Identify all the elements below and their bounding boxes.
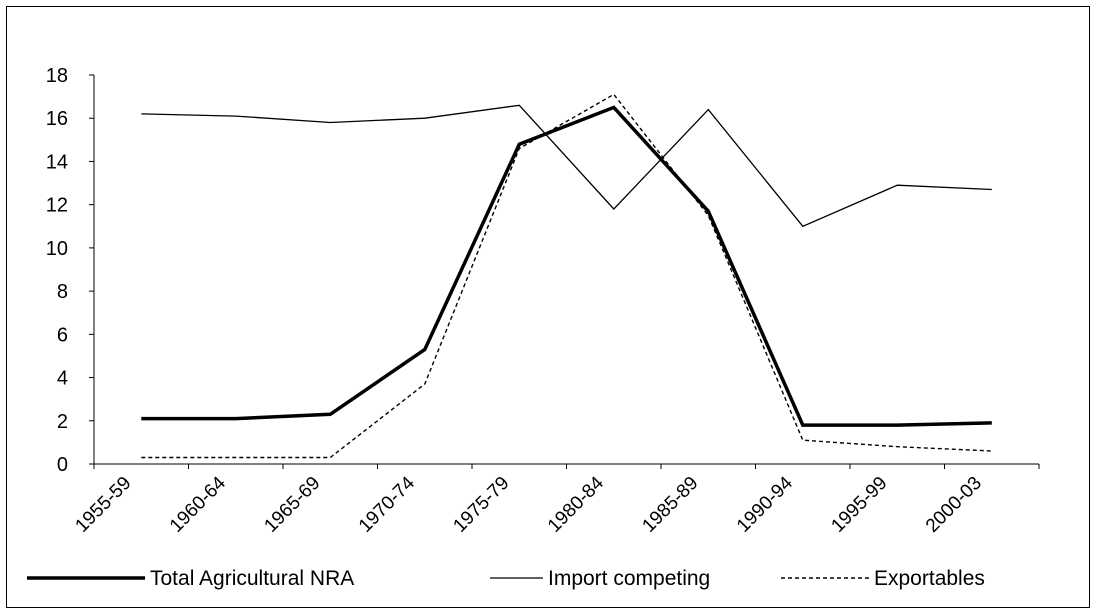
x-tick-label: 2000-03: [922, 473, 986, 537]
legend-label-2: Exportables: [874, 567, 985, 590]
legend-label-1: Import competing: [548, 567, 710, 590]
x-tick-label: 1990-94: [733, 472, 797, 536]
x-tick-label: 1985-89: [638, 473, 702, 537]
chart-frame: 0 2 4 6 8 10 12 14 16 18 1955-59 1960-64 1965-69 197…: [6, 6, 1090, 608]
axes: [93, 75, 1039, 465]
y-tick-label: 6: [57, 324, 68, 346]
y-tick-label: 8: [57, 281, 68, 303]
y-tick-label: 16: [46, 108, 68, 130]
y-axis-ticks: 0 2 4 6 8 10 12 14 16 18: [46, 65, 94, 476]
y-tick-label: 4: [57, 368, 68, 390]
y-tick-label: 14: [46, 151, 68, 173]
series-line-0: [141, 105, 992, 427]
x-tick-label: 1955-59: [71, 473, 135, 537]
y-tick-label: 18: [46, 65, 68, 87]
series-line-1: [141, 104, 992, 228]
x-tick-label: 1970-74: [355, 472, 419, 536]
y-tick-label: 10: [46, 238, 68, 260]
x-tick-label: 1960-64: [166, 472, 230, 536]
x-tick-label: 1975-79: [449, 473, 513, 537]
x-axis-ticks: 1955-59 1960-64 1965-69 1970-74 1975-79 1980-…: [71, 464, 1040, 537]
line-chart: 0 2 4 6 8 10 12 14 16 18 1955-59 1960-64 1965-69 197…: [27, 65, 1040, 590]
x-tick-label: 1965-69: [260, 473, 324, 537]
series-line-2: [141, 93, 992, 459]
x-tick-label: 1995-99: [827, 473, 891, 537]
y-tick-label: 2: [57, 411, 68, 433]
x-tick-label: 1980-84: [544, 472, 608, 536]
y-tick-label: 0: [57, 454, 68, 476]
series-lines: [141, 93, 992, 459]
y-tick-label: 12: [46, 195, 68, 217]
legend: Total Agricultural NRA Import competing Ex…: [27, 567, 985, 590]
legend-label-0: Total Agricultural NRA: [150, 567, 354, 590]
